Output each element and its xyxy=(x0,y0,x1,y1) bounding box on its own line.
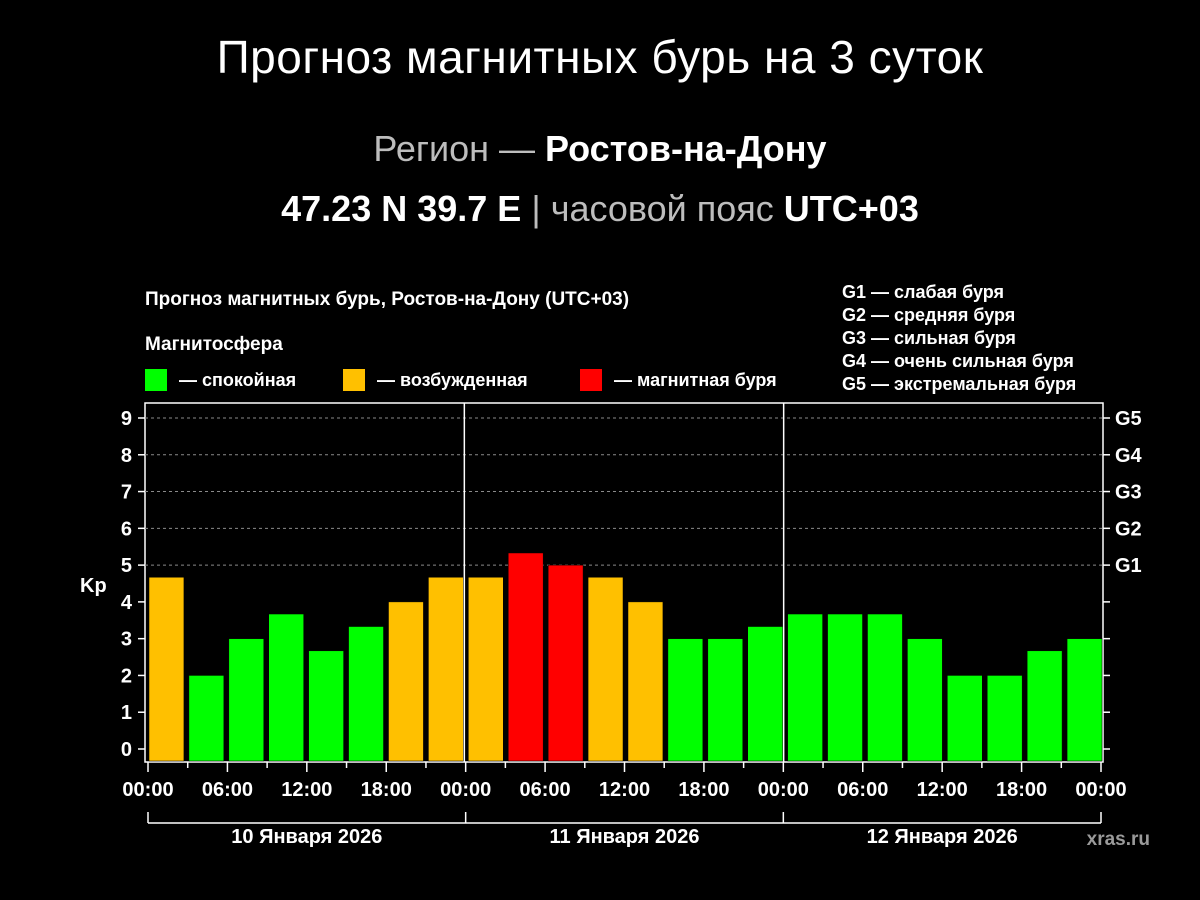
legend-swatch-calm xyxy=(145,369,167,391)
legend-title: Магнитосфера xyxy=(145,334,283,355)
x-tick-label: 12:00 xyxy=(281,779,332,801)
bar xyxy=(867,613,903,762)
x-tick-label: 18:00 xyxy=(361,779,412,801)
bar xyxy=(547,564,584,762)
x-tick-label: 00:00 xyxy=(440,779,491,801)
y-tick-label: 0 xyxy=(121,739,132,761)
y-axis-label: Kp xyxy=(80,575,107,597)
y-tick-label: 7 xyxy=(121,482,132,504)
y-tick-label: 2 xyxy=(121,665,132,687)
y-tick-label: 3 xyxy=(121,629,132,651)
day-label: 12 Января 2026 xyxy=(867,826,1018,848)
region-line: Регион — Ростов-на-Дону xyxy=(0,128,1200,170)
x-tick-label: 06:00 xyxy=(837,779,888,801)
bar xyxy=(268,613,304,762)
legend-label-excited: — возбужденная xyxy=(377,370,528,390)
bar xyxy=(1026,650,1063,762)
storm-level-label: G3 xyxy=(1115,482,1142,504)
bar xyxy=(388,601,424,762)
storm-level-label: G2 xyxy=(1115,518,1142,540)
bar xyxy=(827,613,863,762)
watermark: xras.ru xyxy=(1087,829,1150,850)
bar xyxy=(348,626,384,762)
bar xyxy=(1066,638,1103,762)
bar xyxy=(907,638,943,762)
region-name: Ростов-на-Дону xyxy=(545,128,827,169)
x-tick-label: 18:00 xyxy=(678,779,729,801)
legend-label-storm: — магнитная буря xyxy=(614,370,777,390)
chart-title: Прогноз магнитных бурь, Ростов-на-Дону (… xyxy=(145,289,629,310)
storm-legend-item: G4 — очень сильная буря xyxy=(842,351,1074,371)
coords-separator: | xyxy=(531,188,541,229)
bar xyxy=(747,626,783,762)
bar xyxy=(148,576,185,762)
storm-legend-item: G3 — сильная буря xyxy=(842,328,1016,348)
storm-legend-item: G1 — слабая буря xyxy=(842,282,1004,302)
region-dash: — xyxy=(499,128,536,169)
bar xyxy=(188,675,225,762)
storm-level-label: G4 xyxy=(1115,445,1143,467)
bar xyxy=(627,601,664,762)
x-tick-label: 12:00 xyxy=(917,779,968,801)
y-tick-label: 8 xyxy=(121,445,132,467)
bar xyxy=(787,613,823,762)
x-tick-label: 06:00 xyxy=(202,779,253,801)
legend-swatch-excited xyxy=(343,369,365,391)
legend-label-calm: — спокойная xyxy=(179,370,296,390)
bar xyxy=(308,650,344,762)
x-tick-label: 06:00 xyxy=(520,779,571,801)
bar xyxy=(228,638,264,762)
y-tick-label: 1 xyxy=(121,702,132,724)
page-title: Прогноз магнитных бурь на 3 суток xyxy=(216,31,984,83)
y-tick-label: 9 xyxy=(121,408,132,430)
y-tick-label: 4 xyxy=(121,592,133,614)
timezone-label: часовой пояс xyxy=(550,188,774,229)
region-prefix: Регион xyxy=(373,128,490,169)
bar xyxy=(587,576,624,762)
storm-legend-item: G5 — экстремальная буря xyxy=(842,374,1076,394)
x-tick-label: 00:00 xyxy=(1075,779,1126,801)
bar xyxy=(508,552,544,762)
bar xyxy=(987,675,1023,762)
bar xyxy=(468,576,504,762)
bar xyxy=(667,638,704,762)
storm-legend-item: G2 — средняя буря xyxy=(842,305,1015,325)
coordinates: 47.23 N 39.7 E xyxy=(281,188,522,229)
x-tick-label: 12:00 xyxy=(599,779,650,801)
timezone-value: UTC+03 xyxy=(783,188,919,229)
day-label: 10 Января 2026 xyxy=(231,826,382,848)
x-tick-label: 00:00 xyxy=(122,779,173,801)
bar xyxy=(707,638,743,762)
bar xyxy=(947,675,983,762)
bar xyxy=(428,576,464,762)
storm-level-label: G5 xyxy=(1115,408,1142,430)
storm-level-label: G1 xyxy=(1115,555,1142,577)
x-tick-label: 00:00 xyxy=(758,779,809,801)
y-tick-label: 6 xyxy=(121,518,132,540)
coords-line: 47.23 N 39.7 E | часовой пояс UTC+03 xyxy=(0,188,1200,230)
y-tick-label: 5 xyxy=(121,555,132,577)
legend-swatch-storm xyxy=(580,369,602,391)
x-tick-label: 18:00 xyxy=(996,779,1047,801)
day-label: 11 Января 2026 xyxy=(550,826,700,848)
